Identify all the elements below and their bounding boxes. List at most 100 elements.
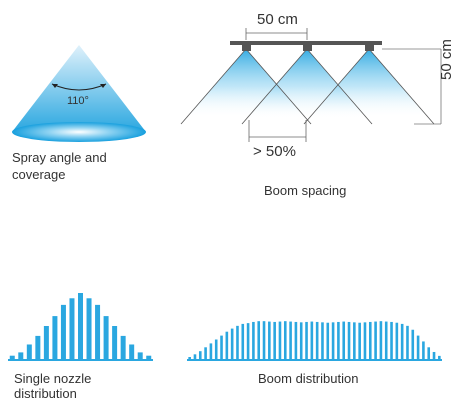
fan-2-left-edge [241, 48, 308, 125]
spray-cone-figure [12, 45, 146, 142]
boom-distribution-bar [353, 322, 356, 359]
single-nozzle-bar [103, 316, 109, 359]
nozzle-1 [242, 45, 251, 51]
single-nozzle-caption-line1: Single nozzle [14, 371, 92, 386]
single-nozzle-bar [35, 335, 41, 359]
boom-distribution-bar [257, 321, 261, 359]
boom-distribution-bar [384, 321, 388, 359]
boom-distribution-bar [427, 347, 431, 359]
boom-spacing-dimension-label: 50 cm [257, 11, 298, 28]
boom-distribution-bar [283, 321, 287, 359]
single-nozzle-baseline [8, 359, 153, 361]
spray-angle-caption-line2: coverage [12, 167, 66, 182]
boom-distribution-bar [363, 322, 367, 359]
boom-distribution-bar [315, 321, 319, 359]
single-nozzle-bar [69, 298, 75, 359]
spray-cone [12, 45, 146, 132]
boom-distribution-bar [305, 321, 308, 359]
boom-distribution-bar [289, 321, 292, 359]
single-nozzle-bar [95, 304, 101, 359]
boom-distribution-bar [193, 354, 197, 359]
boom-height-dimension-label: 50 cm [438, 39, 455, 80]
single-nozzle-bar [137, 352, 143, 359]
overlap-label: > 50% [253, 143, 296, 160]
boom-distribution-bar [422, 341, 425, 359]
single-nozzle-bar [146, 355, 152, 359]
boom-distribution-bar [411, 329, 415, 359]
single-nozzle-bar [60, 304, 66, 359]
boom-distribution-bar [310, 321, 314, 359]
boom-distribution-bar [220, 335, 223, 359]
single-nozzle-bar [52, 316, 58, 359]
boom-distribution-bar [241, 323, 245, 359]
boom-distribution-bar [321, 322, 324, 359]
boom-distribution-bar [331, 322, 335, 359]
height-dimension [382, 48, 442, 125]
boom-distribution-bar [273, 321, 276, 359]
boom-distribution-bar [432, 351, 436, 359]
boom-distribution-baseline [187, 359, 442, 361]
boom-distribution-bar [342, 321, 346, 359]
spacing-dimension [245, 28, 308, 40]
boom-spacing-caption: Boom spacing [264, 183, 347, 198]
boom-distribution-bar [374, 321, 377, 359]
single-nozzle-bar [43, 326, 49, 359]
spray-angle-caption-line1: Spray angle and [12, 150, 107, 165]
boom-distribution-bar [278, 321, 282, 359]
boom-distribution-bar [236, 325, 239, 359]
single-nozzle-bar [78, 293, 83, 359]
boom-distribution-bar [337, 321, 340, 359]
fan-1-left-edge [180, 48, 247, 125]
boom-distribution-bar [395, 322, 399, 359]
boom-bar [230, 41, 382, 45]
boom-distribution-bar [204, 347, 207, 359]
boom-spacing-figure [180, 28, 442, 142]
spray-coverage-ellipse [12, 122, 146, 142]
boom-distribution-bar [294, 321, 298, 359]
boom-distribution-bar [198, 351, 202, 359]
spray-angle-label: 110° [67, 95, 89, 107]
single-nozzle-bars [9, 293, 152, 359]
fan-1-right-edge [245, 48, 312, 125]
boom-distribution-bar [268, 321, 271, 359]
boom-distribution-bar [299, 322, 303, 359]
single-nozzle-bar [86, 298, 92, 359]
boom-distribution-bar [438, 355, 441, 359]
boom-distribution-bar [214, 339, 218, 359]
nozzle-3 [365, 45, 374, 51]
nozzle-2 [303, 45, 312, 51]
boom-distribution-bar [416, 335, 420, 359]
overlap-dimension [248, 120, 307, 142]
boom-distribution-bar [326, 322, 330, 359]
boom-distribution-bar [368, 321, 372, 359]
single-nozzle-bar [120, 335, 126, 359]
angle-arrow-right [100, 84, 106, 88]
single-nozzle-bar [112, 326, 118, 359]
boom-distribution-bar [358, 322, 361, 359]
boom-distribution-bar [347, 321, 351, 359]
boom-distribution-bar [252, 321, 255, 359]
boom-distribution-bar [246, 323, 250, 359]
boom-distribution-bar [209, 343, 213, 359]
boom-distribution-bar [390, 321, 393, 359]
boom-distribution-bar [379, 321, 383, 359]
single-nozzle-bar [18, 352, 24, 359]
single-nozzle-bar [26, 344, 32, 359]
boom-distribution-bar [230, 328, 234, 359]
boom-distribution-bar [225, 331, 229, 359]
single-nozzle-bar [9, 355, 15, 359]
fan-3-right-edge [368, 48, 435, 125]
fan-3-left-edge [303, 48, 370, 125]
boom-distribution-bar [188, 357, 191, 359]
boom-distribution-bar [406, 325, 409, 359]
fan-2-right-edge [306, 48, 373, 125]
boom-distribution-bar [262, 321, 266, 359]
spray-fan-3 [309, 49, 429, 118]
boom-distribution-bars [188, 321, 441, 359]
angle-arrow-left [52, 84, 58, 88]
boom-distribution-caption: Boom distribution [258, 371, 359, 386]
single-nozzle-caption-line2: distribution [14, 386, 77, 401]
boom-distribution-bar [400, 323, 404, 359]
single-nozzle-bar [129, 344, 135, 359]
